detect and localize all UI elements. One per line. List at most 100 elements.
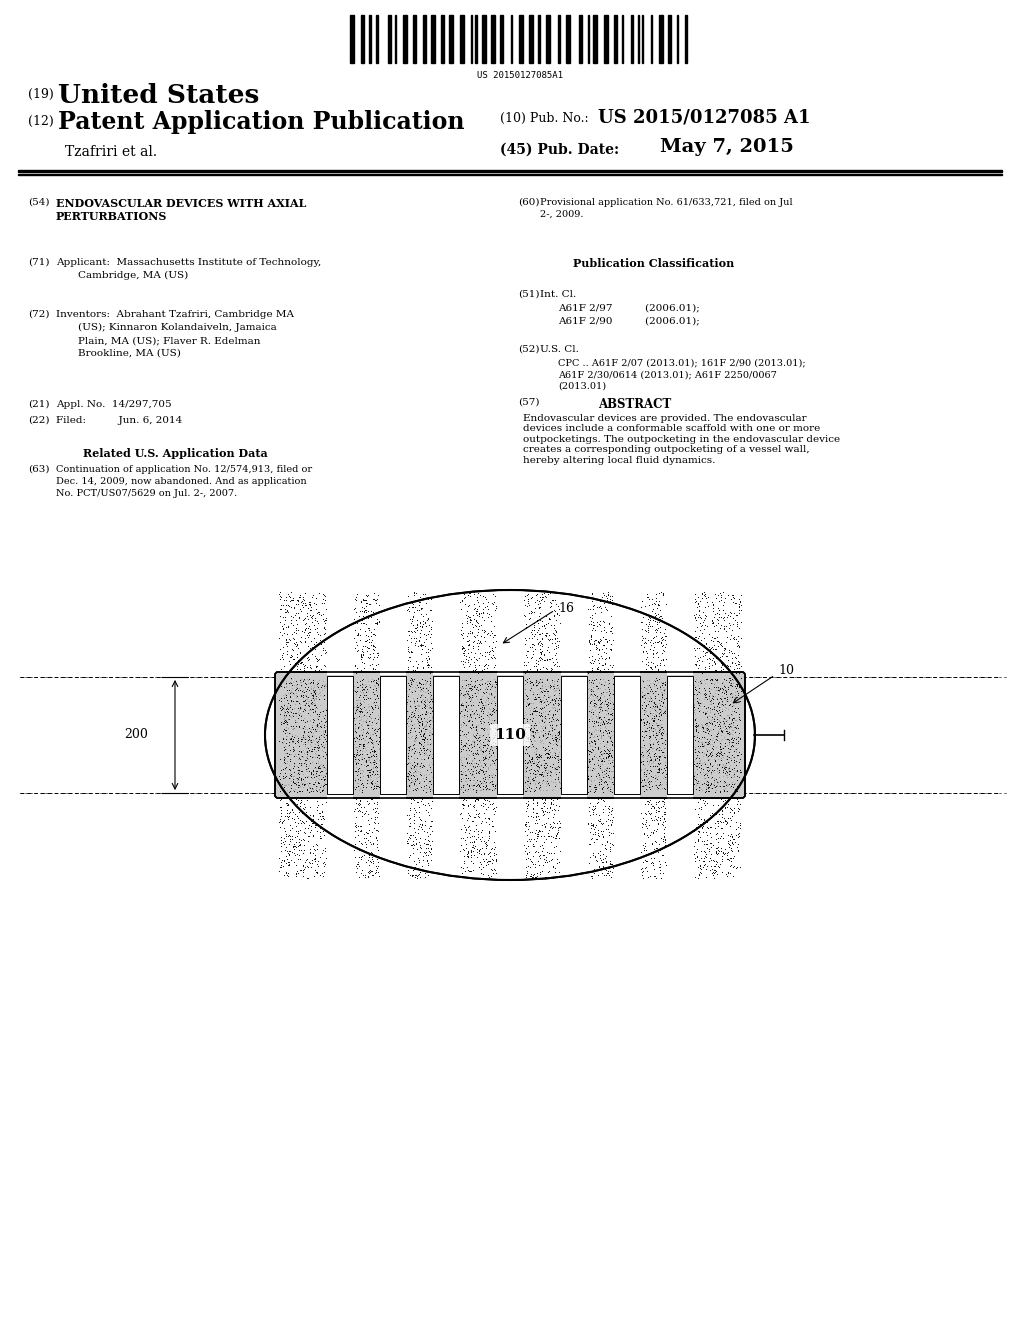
- Point: [478, 657, 494, 678]
- Point: [633, 742, 649, 763]
- Point: [729, 682, 745, 704]
- Point: [468, 789, 484, 810]
- Point: [638, 721, 654, 742]
- Point: [653, 717, 669, 738]
- Point: [709, 631, 726, 652]
- Point: [352, 675, 368, 696]
- Point: [656, 777, 673, 799]
- Point: [525, 789, 541, 810]
- Point: [522, 693, 538, 714]
- Point: [650, 746, 666, 767]
- Point: [280, 841, 297, 862]
- Point: [671, 746, 687, 767]
- Point: [578, 768, 594, 789]
- Point: [452, 713, 469, 734]
- Point: [640, 609, 656, 630]
- Point: [701, 758, 717, 779]
- Point: [652, 717, 668, 738]
- Point: [471, 605, 487, 626]
- Point: [604, 721, 621, 742]
- Point: [436, 718, 452, 739]
- Point: [549, 767, 566, 788]
- Point: [532, 638, 548, 659]
- Point: [474, 826, 490, 847]
- Point: [695, 809, 711, 830]
- Point: [647, 591, 663, 612]
- Point: [532, 659, 548, 680]
- Point: [683, 768, 699, 789]
- Point: [303, 682, 319, 704]
- Point: [636, 758, 652, 779]
- Point: [298, 673, 314, 694]
- Point: [308, 766, 324, 787]
- Point: [438, 759, 454, 780]
- Point: [633, 751, 649, 772]
- Point: [598, 777, 614, 799]
- Point: [695, 684, 711, 705]
- Point: [400, 752, 417, 774]
- Point: [686, 684, 702, 705]
- Point: [315, 685, 331, 706]
- Point: [485, 779, 501, 800]
- Point: [466, 775, 482, 796]
- Point: [527, 840, 543, 861]
- Point: [462, 733, 478, 754]
- Point: [510, 682, 526, 704]
- Point: [529, 791, 545, 812]
- Point: [512, 768, 528, 789]
- Point: [302, 599, 318, 620]
- Point: [719, 694, 736, 715]
- Point: [723, 735, 740, 756]
- Point: [685, 702, 701, 723]
- Point: [302, 729, 318, 750]
- Point: [293, 590, 310, 611]
- Point: [674, 748, 690, 770]
- Point: [727, 718, 743, 739]
- Point: [405, 809, 421, 830]
- Point: [656, 675, 673, 696]
- Point: [276, 774, 292, 795]
- Point: [346, 715, 363, 737]
- Point: [303, 630, 319, 651]
- Point: [482, 677, 498, 698]
- Point: [365, 743, 381, 764]
- Point: [417, 810, 433, 832]
- Point: [530, 726, 546, 747]
- Point: [419, 759, 435, 780]
- Point: [353, 772, 369, 793]
- Point: [654, 862, 671, 883]
- Point: [400, 760, 417, 781]
- Point: [301, 776, 317, 797]
- Point: [415, 738, 431, 759]
- Point: [368, 672, 384, 693]
- Point: [519, 729, 535, 750]
- Point: [468, 846, 484, 867]
- Point: [314, 780, 330, 801]
- Point: [355, 682, 371, 704]
- Point: [583, 799, 599, 820]
- Point: [656, 810, 673, 832]
- Point: [422, 689, 438, 710]
- Point: [637, 696, 653, 717]
- Point: [420, 801, 436, 822]
- Point: [418, 702, 434, 723]
- Point: [527, 822, 543, 843]
- Point: [443, 766, 460, 787]
- Point: [350, 799, 366, 820]
- Point: [605, 775, 622, 796]
- Point: [347, 814, 364, 836]
- Point: [721, 850, 738, 871]
- Point: [513, 755, 529, 776]
- Point: [637, 694, 653, 715]
- Point: [516, 590, 532, 611]
- Point: [583, 723, 599, 744]
- Point: [485, 797, 501, 818]
- Point: [517, 766, 533, 787]
- Point: [339, 762, 356, 783]
- Point: [542, 593, 558, 614]
- Point: [360, 714, 376, 735]
- Point: [353, 700, 369, 721]
- Point: [290, 735, 307, 756]
- Point: [729, 651, 745, 672]
- Point: [365, 799, 381, 820]
